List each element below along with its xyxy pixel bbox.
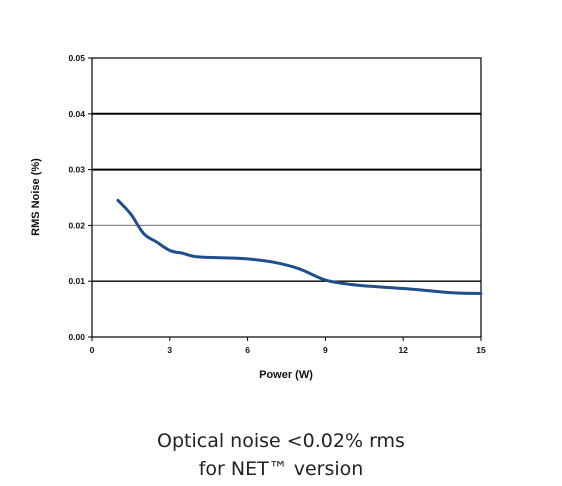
y-tick-label: 0.02	[68, 220, 85, 230]
axes	[88, 57, 482, 341]
x-tick-label: 12	[398, 345, 408, 355]
chart-caption: Optical noise <0.02% rms for NET™ versio…	[0, 427, 562, 483]
x-tick-label: 3	[167, 345, 172, 355]
caption-line-1: Optical noise <0.02% rms	[157, 430, 405, 452]
plot-frame	[91, 57, 482, 338]
x-tick-label: 9	[323, 345, 328, 355]
line-chart: 0.00 0.01 0.02 0.03 0.04 0.05 0 3 6 9 12 15 Power (…	[30, 53, 486, 381]
series-line	[116, 198, 483, 295]
y-tick-label: 0.04	[68, 109, 85, 119]
grid-lines	[92, 112, 481, 282]
y-tick-label: 0.01	[68, 276, 85, 286]
x-axis-title: Power (W)	[259, 369, 313, 381]
caption-line-2: for NET™ version	[198, 458, 364, 480]
y-axis-title: RMS Noise (%)	[30, 158, 42, 236]
y-tick-label: 0.05	[68, 53, 85, 63]
y-tick-label: 0.03	[68, 165, 85, 175]
x-tick-label: 15	[476, 345, 486, 355]
series	[116, 198, 483, 295]
y-tick-label: 0.00	[68, 332, 85, 342]
tick-labels: 0.00 0.01 0.02 0.03 0.04 0.05 0 3 6 9 12 15	[68, 53, 486, 355]
x-tick-label: 0	[90, 345, 95, 355]
x-tick-label: 6	[245, 345, 250, 355]
